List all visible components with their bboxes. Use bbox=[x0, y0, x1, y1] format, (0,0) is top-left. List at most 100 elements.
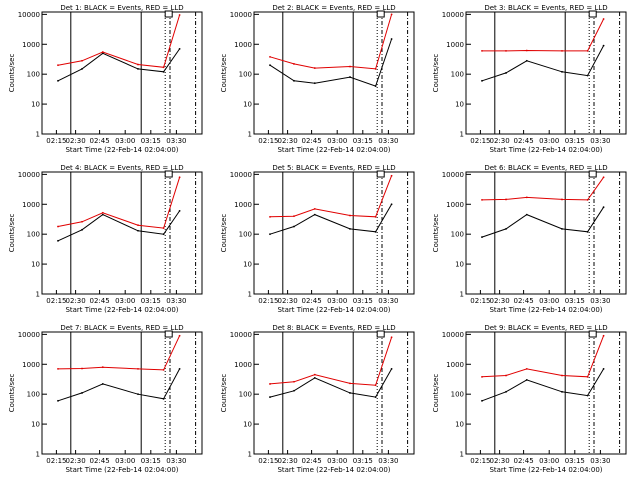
data-point bbox=[137, 393, 139, 396]
x-tick-label: 03:30 bbox=[590, 457, 610, 465]
x-tick-label: 02:45 bbox=[514, 297, 534, 305]
data-point bbox=[293, 79, 295, 82]
panel-2: Det 2: BLACK = Events, RED = LLD Counts/s… bbox=[220, 4, 415, 154]
x-tick-label: 02:15 bbox=[470, 457, 490, 465]
data-point bbox=[525, 368, 528, 370]
series-line-lld bbox=[269, 175, 393, 218]
x-tick-label: 02:15 bbox=[46, 457, 66, 465]
y-tick-label: 10000 bbox=[230, 171, 252, 179]
data-point bbox=[374, 230, 377, 233]
y-axis-label: Counts/sec bbox=[220, 214, 228, 253]
panel-title: Det 8: BLACK = Events, RED = LLD bbox=[272, 324, 395, 332]
data-point bbox=[57, 399, 59, 402]
data-point bbox=[525, 213, 528, 216]
data-point bbox=[313, 208, 316, 210]
x-tick-label: 03:15 bbox=[353, 457, 373, 465]
y-tick-label: 1000 bbox=[446, 361, 464, 369]
data-point bbox=[137, 368, 139, 370]
data-point bbox=[561, 228, 563, 230]
data-point bbox=[57, 239, 59, 242]
data-point bbox=[481, 199, 483, 201]
x-axis-label: Start Time (22-Feb-14 02:04:00) bbox=[489, 466, 602, 474]
y-tick-label: 10 bbox=[455, 101, 464, 109]
x-axis-label: Start Time (22-Feb-14 02:04:00) bbox=[489, 146, 602, 154]
plot-frame bbox=[253, 331, 415, 455]
data-point bbox=[390, 13, 393, 16]
x-tick-label: 03:15 bbox=[141, 137, 161, 145]
y-tick-label: 100 bbox=[239, 71, 252, 79]
y-tick-label: 1 bbox=[36, 131, 40, 139]
x-tick-label: 02:30 bbox=[66, 297, 86, 305]
series-line-lld bbox=[57, 14, 181, 68]
data-point bbox=[269, 383, 271, 385]
x-tick-label: 02:30 bbox=[490, 137, 510, 145]
y-tick-label: 10000 bbox=[18, 11, 40, 19]
x-tick-label: 02:30 bbox=[66, 457, 86, 465]
data-point bbox=[390, 174, 393, 177]
marker-box bbox=[588, 170, 597, 178]
data-point bbox=[349, 76, 351, 78]
series-line-events bbox=[481, 206, 605, 238]
data-point bbox=[481, 236, 483, 238]
data-point bbox=[602, 334, 605, 337]
x-axis-label: Start Time (22-Feb-14 02:04:00) bbox=[65, 146, 178, 154]
plot-frame bbox=[253, 171, 415, 295]
data-point bbox=[178, 48, 181, 50]
x-tick-label: 03:00 bbox=[539, 457, 559, 465]
data-point bbox=[481, 399, 483, 402]
data-point bbox=[481, 375, 483, 378]
data-point bbox=[162, 397, 165, 400]
y-axis-label: Counts/sec bbox=[220, 374, 228, 413]
data-point bbox=[57, 225, 59, 228]
x-tick-label: 03:00 bbox=[539, 297, 559, 305]
series-line-lld bbox=[269, 14, 393, 70]
x-tick-label: 02:15 bbox=[46, 297, 66, 305]
panel-title: Det 5: BLACK = Events, RED = LLD bbox=[272, 164, 395, 172]
y-tick-label: 10 bbox=[243, 261, 252, 269]
data-point bbox=[178, 210, 181, 212]
x-tick-label: 03:30 bbox=[378, 297, 398, 305]
data-point bbox=[162, 233, 165, 236]
y-tick-label: 10000 bbox=[442, 331, 464, 339]
data-point bbox=[586, 230, 589, 233]
panel-title: Det 6: BLACK = Events, RED = LLD bbox=[484, 164, 607, 172]
x-tick-label: 03:30 bbox=[166, 137, 186, 145]
series-line-events bbox=[57, 48, 181, 82]
data-point bbox=[481, 50, 483, 52]
panel-5: Det 5: BLACK = Events, RED = LLD Counts/s… bbox=[220, 164, 415, 314]
data-point bbox=[81, 228, 83, 231]
x-tick-label: 03:15 bbox=[141, 297, 161, 305]
x-axis-label: Start Time (22-Feb-14 02:04:00) bbox=[277, 146, 390, 154]
x-tick-label: 03:15 bbox=[141, 457, 161, 465]
data-point bbox=[525, 196, 528, 199]
data-point bbox=[162, 227, 165, 229]
series-line-lld bbox=[269, 337, 393, 386]
data-point bbox=[390, 203, 393, 206]
data-point bbox=[349, 228, 351, 230]
data-point bbox=[525, 379, 528, 381]
x-tick-label: 03:00 bbox=[115, 457, 135, 465]
marker-box bbox=[164, 170, 173, 178]
data-point bbox=[505, 228, 507, 230]
data-point bbox=[505, 374, 507, 377]
plot-frame bbox=[41, 331, 203, 455]
x-tick-label: 02:15 bbox=[258, 137, 278, 145]
data-point bbox=[390, 336, 393, 339]
series-line-events bbox=[57, 210, 181, 242]
data-point bbox=[178, 14, 181, 16]
series-line-lld bbox=[57, 335, 181, 371]
data-point bbox=[162, 70, 165, 73]
x-tick-label: 02:15 bbox=[470, 297, 490, 305]
data-point bbox=[269, 215, 271, 218]
x-tick-label: 02:30 bbox=[278, 297, 298, 305]
x-tick-label: 02:30 bbox=[66, 137, 86, 145]
data-point bbox=[390, 368, 393, 370]
panel-8: Det 8: BLACK = Events, RED = LLD Counts/s… bbox=[220, 324, 415, 474]
series-line-events bbox=[481, 45, 605, 82]
x-tick-label: 03:30 bbox=[378, 457, 398, 465]
y-tick-label: 10000 bbox=[230, 11, 252, 19]
data-point bbox=[602, 44, 605, 47]
x-tick-label: 02:15 bbox=[470, 137, 490, 145]
panel-title: Det 9: BLACK = Events, RED = LLD bbox=[484, 324, 607, 332]
